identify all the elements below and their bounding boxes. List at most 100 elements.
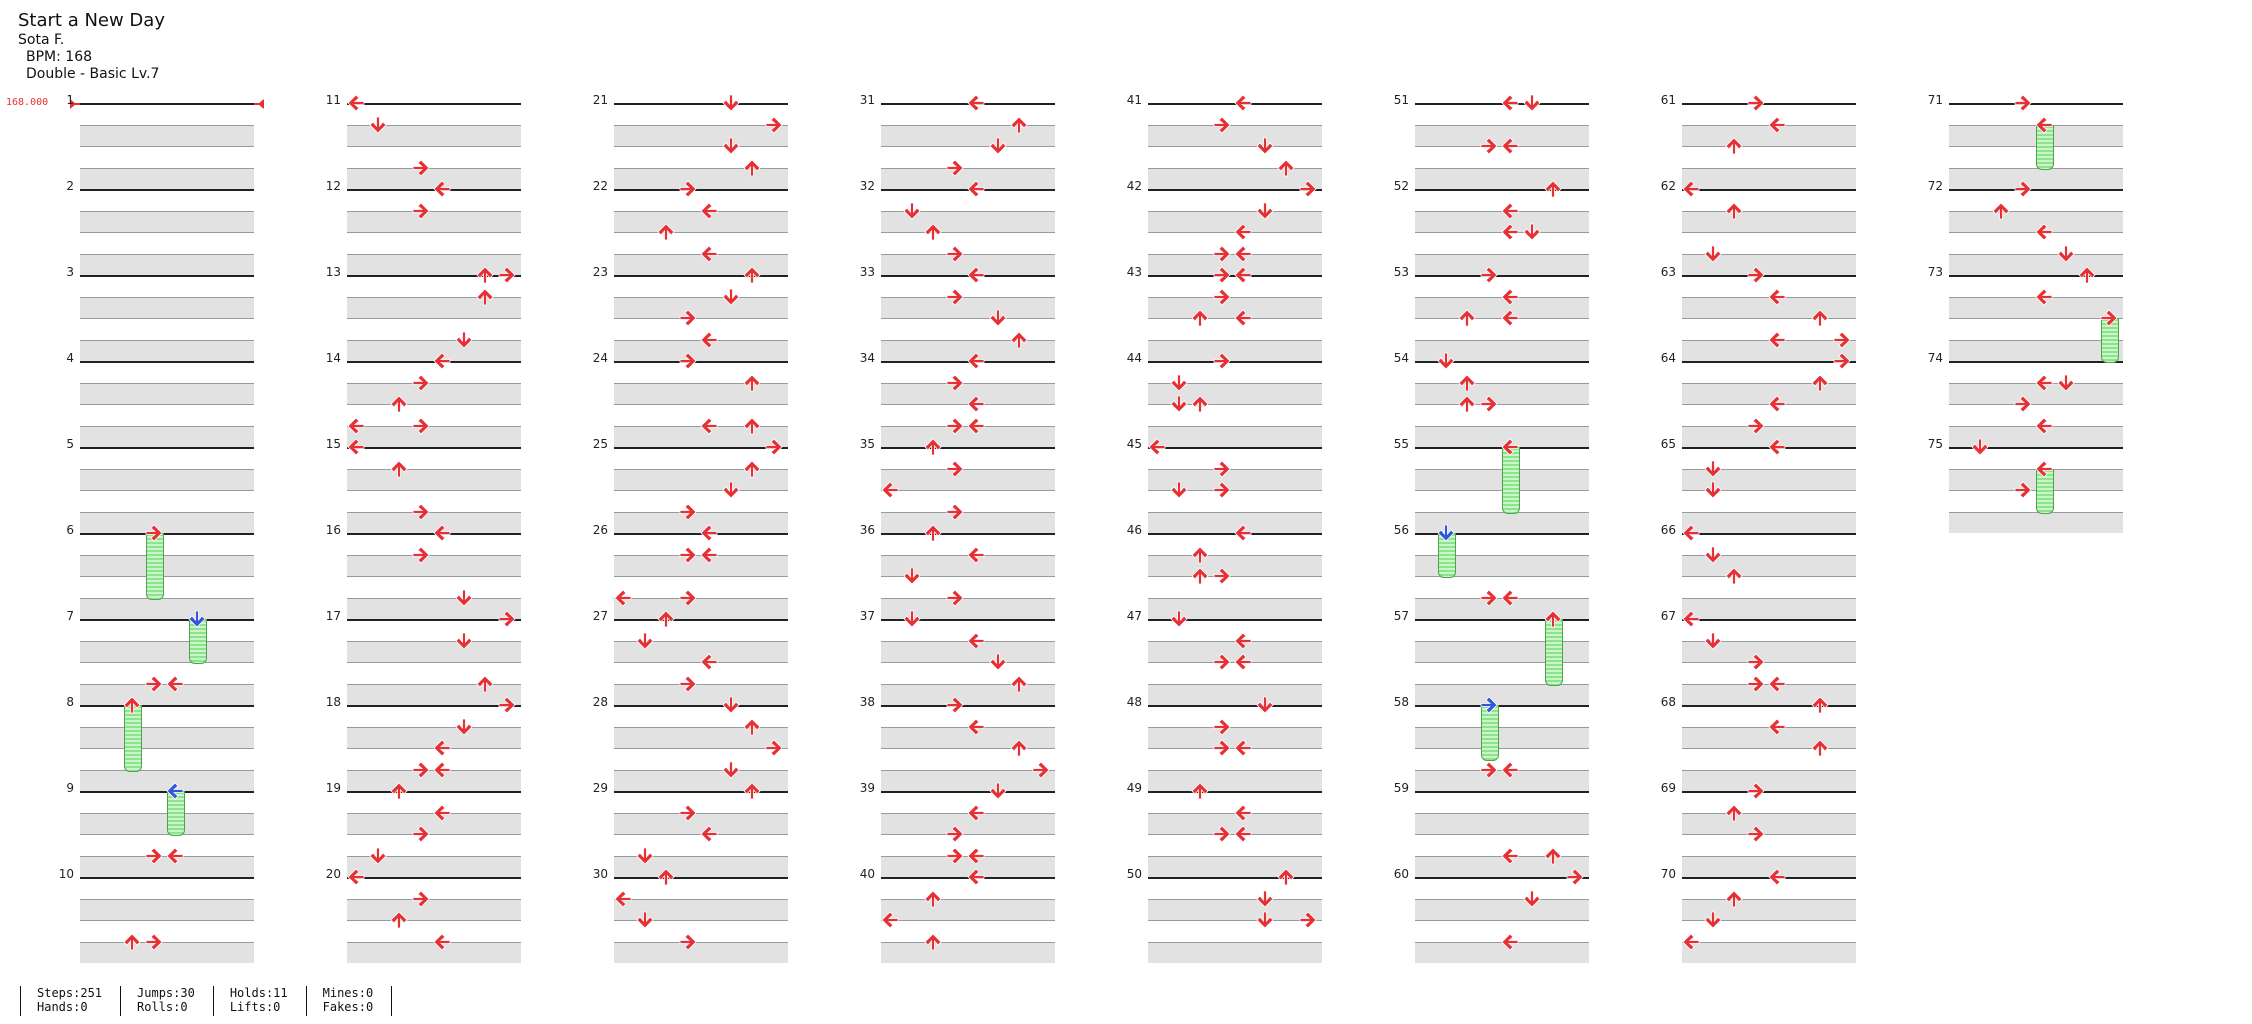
measure-line xyxy=(347,877,521,879)
beat-row xyxy=(1682,103,1856,125)
beat-row xyxy=(80,124,254,146)
measure-number: 58 xyxy=(1393,695,1409,709)
beat-row xyxy=(347,791,521,813)
arrow-left-icon xyxy=(966,631,986,651)
arrow-down-icon xyxy=(721,136,741,156)
arrow-up-icon xyxy=(1009,738,1029,758)
arrow-left-icon xyxy=(1233,523,1253,543)
arrow-right-icon xyxy=(411,545,431,565)
beat-line xyxy=(347,318,521,319)
beat-row xyxy=(1148,812,1322,834)
beat-row xyxy=(614,576,788,598)
beat-row xyxy=(881,920,1055,942)
arrow-down-icon xyxy=(187,609,207,629)
arrow-up-icon xyxy=(1190,566,1210,586)
beat-line xyxy=(347,490,521,491)
beat-line xyxy=(614,640,788,642)
arrow-right-icon xyxy=(945,416,965,436)
beat-row xyxy=(1415,941,1589,963)
arrow-up-icon xyxy=(923,437,943,457)
beat-row xyxy=(1148,554,1322,576)
arrow-left-icon xyxy=(2034,373,2054,393)
arrow-right-icon xyxy=(1832,351,1852,371)
beat-row xyxy=(881,339,1055,361)
arrow-right-icon xyxy=(497,695,517,715)
arrow-left-icon xyxy=(165,846,185,866)
difficulty-label: Double - Basic Lv.7 xyxy=(26,66,160,82)
beat-line xyxy=(881,898,1055,900)
arrow-down-icon xyxy=(721,93,741,113)
beat-line xyxy=(80,146,254,147)
arrow-down-icon xyxy=(988,781,1008,801)
measure-number: 52 xyxy=(1393,179,1409,193)
beat-row xyxy=(614,662,788,684)
beat-row xyxy=(1682,769,1856,791)
measure-line xyxy=(614,275,788,277)
beat-line xyxy=(1682,812,1856,814)
beat-row xyxy=(881,898,1055,920)
beat-row xyxy=(1949,382,2123,404)
measure-number: 2 xyxy=(66,179,74,193)
measure-line xyxy=(1148,877,1322,879)
measure-line xyxy=(1148,361,1322,363)
arrow-up-icon xyxy=(1457,308,1477,328)
beat-line xyxy=(80,662,254,663)
arrow-down-icon xyxy=(902,201,922,221)
beat-row xyxy=(347,382,521,404)
arrow-left-icon xyxy=(2034,222,2054,242)
beat-row xyxy=(614,834,788,856)
beat-row xyxy=(614,468,788,490)
beat-line xyxy=(347,210,521,212)
beat-row xyxy=(80,554,254,576)
beat-line xyxy=(881,597,1055,599)
beat-row xyxy=(614,683,788,705)
measure-number: 41 xyxy=(1126,93,1142,107)
beat-row xyxy=(1415,210,1589,232)
beat-line xyxy=(614,576,788,577)
beat-line xyxy=(347,855,521,857)
arrow-right-icon xyxy=(1212,351,1232,371)
beat-row xyxy=(1682,146,1856,168)
beat-row xyxy=(614,361,788,383)
beat-row xyxy=(1148,640,1322,662)
arrow-right-icon xyxy=(678,545,698,565)
measure-number: 40 xyxy=(859,867,875,881)
measure-line xyxy=(1682,447,1856,449)
beat-row xyxy=(80,662,254,684)
arrow-left-icon xyxy=(1233,93,1253,113)
stat-fakes: Fakes:0 xyxy=(322,1000,374,1014)
beat-line xyxy=(347,146,521,147)
measure-number: 12 xyxy=(325,179,341,193)
beat-line xyxy=(347,382,521,384)
beat-row xyxy=(1949,189,2123,211)
beat-line xyxy=(80,511,254,513)
arrow-left-icon xyxy=(1500,760,1520,780)
beat-row xyxy=(1682,554,1856,576)
beat-line xyxy=(347,662,521,663)
beat-line xyxy=(347,683,521,685)
beat-row xyxy=(80,920,254,942)
measure-line xyxy=(1682,705,1856,707)
arrow-left-icon xyxy=(966,846,986,866)
beat-row xyxy=(1949,339,2123,361)
beat-row xyxy=(1949,167,2123,189)
beat-row xyxy=(881,877,1055,899)
beat-row xyxy=(881,296,1055,318)
arrow-left-icon xyxy=(1681,179,1701,199)
measure-line xyxy=(614,533,788,535)
arrow-down-icon xyxy=(2056,373,2076,393)
beat-row xyxy=(614,769,788,791)
arrow-left-icon xyxy=(432,351,452,371)
beat-row xyxy=(614,318,788,340)
arrow-left-icon xyxy=(699,545,719,565)
beat-row xyxy=(614,146,788,168)
beat-row xyxy=(614,404,788,426)
beat-row xyxy=(1682,533,1856,555)
arrow-up-icon xyxy=(1810,308,1830,328)
measure-number: 3 xyxy=(66,265,74,279)
beat-row xyxy=(80,361,254,383)
measure-line xyxy=(347,533,521,535)
arrow-left-icon xyxy=(1500,222,1520,242)
arrow-right-icon xyxy=(1212,717,1232,737)
arrow-right-icon xyxy=(1746,652,1766,672)
